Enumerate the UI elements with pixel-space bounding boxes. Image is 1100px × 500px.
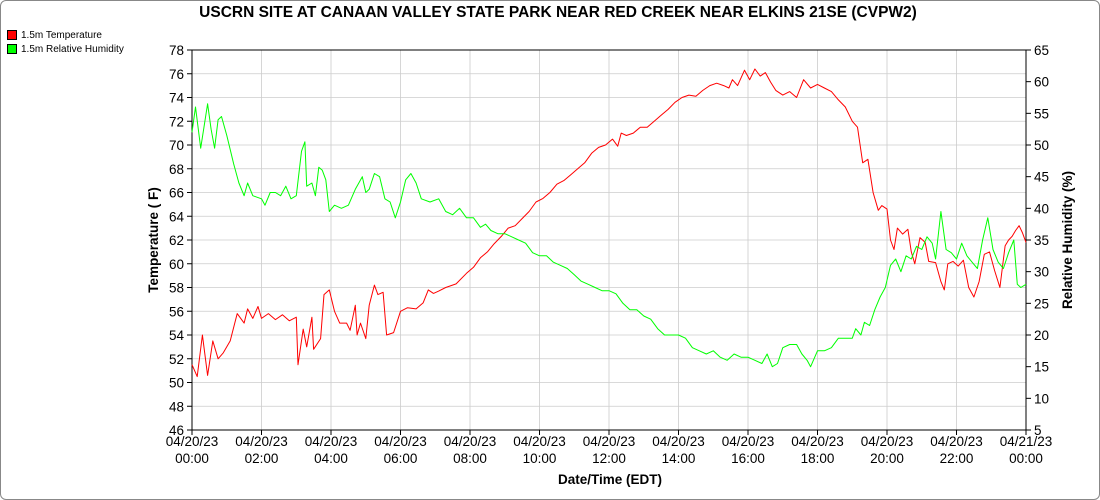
x-axis-label: Date/Time (EDT) <box>558 472 662 487</box>
plot-area <box>191 49 1027 431</box>
y-left-tick-label: 68 <box>169 162 184 177</box>
x-tick-label-date: 04/21/23 <box>1000 434 1053 449</box>
x-tick-label-time: 18:00 <box>801 451 835 466</box>
legend-label-humidity: 1.5m Relative Humidity <box>21 43 124 55</box>
chart-title: USCRN SITE AT CANAAN VALLEY STATE PARK N… <box>199 4 917 21</box>
y-left-tick-label: 54 <box>169 328 185 343</box>
legend: 1.5m Temperature 1.5m Relative Humidity <box>7 28 124 56</box>
y-right-tick-label: 55 <box>1034 106 1049 121</box>
x-tick-label-time: 02:00 <box>245 451 279 466</box>
x-tick-label-time: 14:00 <box>662 451 696 466</box>
x-tick-label-date: 04/20/23 <box>305 434 358 449</box>
y-left-tick-label: 70 <box>169 138 184 153</box>
series-layer <box>191 68 1027 378</box>
y-right-tick-label: 40 <box>1034 201 1049 216</box>
legend-item-temperature: 1.5m Temperature <box>7 28 124 42</box>
y-left-tick-label: 78 <box>169 43 184 58</box>
y-right-tick-label: 5 <box>1034 423 1042 438</box>
y-left-tick-label: 66 <box>169 186 184 201</box>
series-line-humidity <box>191 103 1027 368</box>
legend-swatch-temperature <box>7 30 17 40</box>
y-left-tick-label: 60 <box>169 257 184 272</box>
series-line-temperature <box>191 68 1027 378</box>
legend-swatch-humidity <box>7 44 17 54</box>
legend-label-temperature: 1.5m Temperature <box>21 29 102 41</box>
x-tick-label-time: 00:00 <box>175 451 209 466</box>
x-tick-label-time: 04:00 <box>314 451 348 466</box>
x-tick-label-date: 04/20/23 <box>235 434 288 449</box>
y-left-tick-label: 76 <box>169 67 184 82</box>
x-tick-label-time: 10:00 <box>523 451 557 466</box>
y-axis-right-label: Relative Humidity (%) <box>1060 171 1075 309</box>
y-right-tick-label: 30 <box>1034 265 1049 280</box>
y-left-tick-label: 46 <box>169 423 184 438</box>
y-left-tick-label: 52 <box>169 352 184 367</box>
y-left-tick-label: 64 <box>169 209 185 224</box>
x-tick-label-date: 04/20/23 <box>722 434 775 449</box>
y-left-tick-label: 56 <box>169 304 184 319</box>
x-tick-label-date: 04/20/23 <box>930 434 983 449</box>
y-left-tick-label: 50 <box>169 376 184 391</box>
x-tick-label-date: 04/20/23 <box>513 434 566 449</box>
y-right-tick-label: 50 <box>1034 138 1049 153</box>
x-tick-label-date: 04/20/23 <box>166 434 219 449</box>
x-tick-label-date: 04/20/23 <box>374 434 427 449</box>
y-left-tick-label: 48 <box>169 399 184 414</box>
x-tick-label-date: 04/20/23 <box>791 434 844 449</box>
y-right-tick-label: 20 <box>1034 328 1049 343</box>
x-tick-label-date: 04/20/23 <box>861 434 914 449</box>
y-left-tick-label: 72 <box>169 114 184 129</box>
x-tick-label-time: 06:00 <box>384 451 418 466</box>
x-tick-label-time: 08:00 <box>453 451 487 466</box>
y-left-tick-label: 74 <box>169 91 185 106</box>
y-left-tick-label: 58 <box>169 281 184 296</box>
x-tick-label-date: 04/20/23 <box>583 434 636 449</box>
y-axis-left-label: Temperature ( F) <box>146 187 161 293</box>
x-tick-label-date: 04/20/23 <box>652 434 705 449</box>
x-tick-label-time: 00:00 <box>1009 451 1043 466</box>
x-tick-label-time: 16:00 <box>731 451 765 466</box>
x-tick-label-time: 12:00 <box>592 451 626 466</box>
y-right-tick-label: 60 <box>1034 75 1049 90</box>
axes: 46 48 50 52 54 56 58 60 62 64 66 68 70 72 74 76 78 5 10 15 2… <box>166 43 1053 466</box>
y-right-tick-label: 10 <box>1034 391 1049 406</box>
y-right-tick-label: 15 <box>1034 360 1049 375</box>
y-left-tick-label: 62 <box>169 233 184 248</box>
y-right-tick-label: 25 <box>1034 296 1049 311</box>
x-tick-label-time: 20:00 <box>870 451 904 466</box>
y-right-tick-label: 45 <box>1034 170 1049 185</box>
legend-item-humidity: 1.5m Relative Humidity <box>7 42 124 56</box>
y-right-tick-label: 65 <box>1034 43 1049 58</box>
x-tick-label-date: 04/20/23 <box>444 434 497 449</box>
y-right-tick-label: 35 <box>1034 233 1049 248</box>
x-tick-label-time: 22:00 <box>940 451 974 466</box>
